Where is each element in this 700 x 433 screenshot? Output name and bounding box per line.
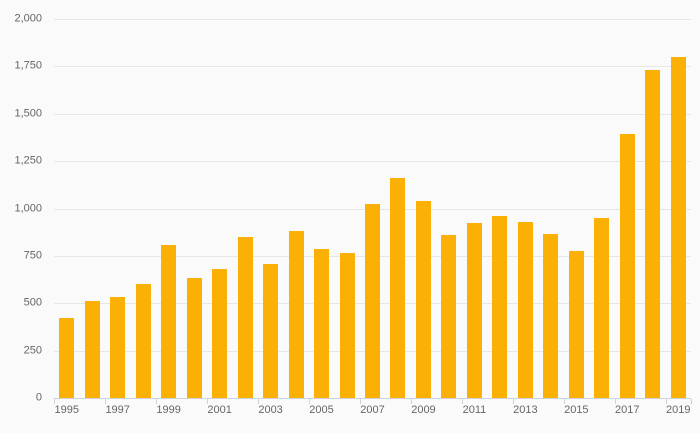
bar-2011[interactable] (466, 223, 482, 398)
x-axis-tick (410, 399, 412, 404)
bar-2018[interactable] (645, 69, 661, 398)
x-axis-tick (563, 399, 565, 404)
x-axis-tick (359, 399, 361, 404)
x-axis-label-2019: 2019 (666, 404, 691, 416)
y-axis-label-1000: 1,000 (14, 202, 42, 214)
y-gridline-1750 (54, 66, 691, 68)
x-axis-tick (691, 399, 692, 404)
x-axis-tick (206, 399, 208, 404)
bar-2012[interactable] (492, 216, 508, 398)
bar-2001[interactable] (212, 269, 228, 398)
bar-2004[interactable] (288, 231, 304, 398)
x-axis-tick (257, 399, 259, 404)
y-gridline-1250 (54, 161, 691, 163)
y-axis-label-750: 750 (23, 249, 42, 262)
x-axis-label-2009: 2009 (411, 404, 436, 416)
y-axis-label-1750: 1,750 (14, 59, 42, 72)
bar-2005[interactable] (314, 249, 330, 398)
bar-2002[interactable] (237, 237, 253, 398)
bar-1997[interactable] (110, 296, 126, 398)
x-axis-label-2013: 2013 (513, 404, 538, 416)
bar-1999[interactable] (161, 245, 177, 398)
x-axis-tick (665, 399, 667, 404)
x-axis-tick (512, 399, 514, 404)
bar-2010[interactable] (441, 235, 457, 398)
bar-1998[interactable] (135, 284, 151, 398)
bar-2003[interactable] (263, 264, 279, 398)
y-axis-label-1500: 1,500 (14, 107, 42, 120)
x-axis-label-1997: 1997 (105, 404, 130, 416)
bar-2006[interactable] (339, 253, 355, 398)
x-axis-tick (308, 399, 310, 404)
x-axis-label-2005: 2005 (309, 404, 334, 416)
x-axis-label-2011: 2011 (462, 404, 487, 416)
bar-2009[interactable] (415, 201, 431, 398)
x-axis-label-2015: 2015 (564, 404, 589, 416)
y-axis-label-250: 250 (23, 344, 42, 357)
bar-1996[interactable] (84, 301, 100, 398)
bar-2000[interactable] (186, 278, 202, 398)
bar-1995[interactable] (59, 318, 75, 398)
y-axis-label-0: 0 (35, 391, 42, 404)
x-axis-tick (54, 399, 55, 404)
x-axis-tick (461, 399, 463, 404)
bar-2007[interactable] (365, 204, 380, 398)
y-gridline-1500 (54, 113, 691, 115)
x-axis-line (54, 398, 691, 399)
bar-2013[interactable] (517, 222, 533, 398)
x-axis-tick (614, 399, 616, 404)
x-axis-label-2003: 2003 (258, 404, 283, 416)
x-axis-label-2017: 2017 (615, 404, 640, 416)
x-axis-label-2007: 2007 (360, 404, 385, 416)
y-axis-label-1250: 1,250 (14, 154, 42, 167)
y-axis-label-500: 500 (23, 296, 42, 309)
x-axis-label-2001: 2001 (207, 404, 232, 416)
x-axis-tick (104, 399, 106, 404)
y-gridline-2000 (54, 19, 691, 20)
bar-2017[interactable] (619, 134, 635, 398)
bar-2014[interactable] (543, 233, 559, 398)
x-axis-label-1999: 1999 (156, 404, 181, 416)
x-axis-tick (155, 399, 157, 404)
bar-2015[interactable] (568, 251, 584, 398)
y-axis-label-2000: 2,000 (14, 12, 42, 25)
x-axis-label-1995: 1995 (54, 404, 79, 416)
bar-2008[interactable] (390, 178, 406, 398)
bar-2016[interactable] (594, 218, 610, 398)
bar-2019[interactable] (670, 57, 686, 398)
